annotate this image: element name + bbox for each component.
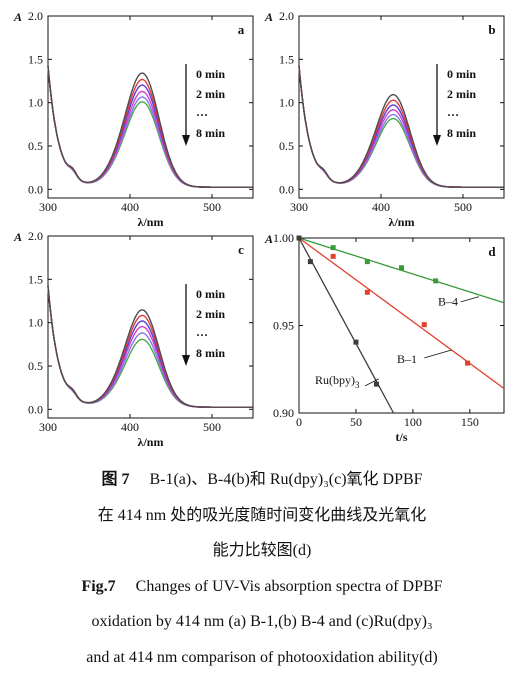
legend-label: 8 min [196, 126, 225, 140]
x-tick-label: 400 [372, 200, 390, 214]
y-tick-label: 0.0 [28, 182, 43, 196]
y-tick-label: 1.0 [28, 96, 43, 110]
legend-label: 0 min [447, 67, 476, 81]
x-tick-label: 300 [39, 200, 57, 214]
legend-label: 8 min [447, 126, 476, 140]
x-axis-label: t/s [396, 430, 408, 444]
label-pointer [424, 349, 452, 359]
y-tick-label: 1.5 [28, 52, 43, 66]
data-point [330, 253, 336, 259]
data-point [307, 259, 313, 265]
x-tick-label: 400 [121, 200, 139, 214]
time-arrowhead [182, 135, 190, 146]
data-point [364, 289, 370, 295]
y-tick-label: 0.5 [28, 139, 43, 153]
series-label: Ru(bpy)3 [315, 373, 360, 390]
legend-label: 8 min [196, 346, 225, 360]
caption-cn-line1: B-1(a)、B-4(b)和 Ru(dpy)₃(c)氧化 DPBF [149, 471, 423, 488]
y-axis-label: A [13, 230, 22, 244]
y-axis-label: A [264, 10, 273, 24]
data-point [364, 259, 370, 265]
caption: 图 7 B-1(a)、B-4(b)和 Ru(dpy)₃(c)氧化 DPBF 在 … [0, 452, 524, 675]
x-tick-label: 50 [350, 415, 362, 429]
x-tick-label: 100 [404, 415, 422, 429]
y-axis-label: A [13, 10, 22, 24]
legend-label: 2 min [196, 87, 225, 101]
y-tick-label: 0.0 [28, 402, 43, 416]
label-pointer [364, 378, 379, 387]
caption-en-line1: Changes of UV-Vis absorption spectra of … [135, 578, 443, 595]
y-tick-label: 0.5 [279, 139, 294, 153]
data-point [330, 245, 336, 251]
caption-en-line2: oxidation by 414 nm (a) B-1,(b) B-4 and … [91, 613, 433, 630]
caption-cn-line3: 能力比较图(d) [212, 542, 312, 559]
y-tick-label: 0.0 [279, 182, 294, 196]
panel-letter: b [488, 22, 495, 37]
panel-letter: c [238, 242, 244, 257]
legend-label: … [196, 325, 208, 339]
x-tick-label: 400 [121, 420, 139, 434]
plot-frame [298, 15, 505, 199]
y-tick-label: 2.0 [28, 229, 43, 243]
x-axis-label: λ/nm [389, 215, 415, 229]
x-axis-label: λ/nm [138, 435, 164, 448]
spectrum-line [47, 285, 253, 408]
legend-label: 2 min [447, 87, 476, 101]
data-point [433, 278, 439, 284]
legend-label: 0 min [196, 287, 225, 301]
x-tick-label: 0 [296, 415, 302, 429]
legend-label: … [196, 105, 208, 119]
y-tick-label: 0.5 [28, 359, 43, 373]
fit-line [298, 237, 505, 304]
y-tick-label: 1.5 [279, 52, 294, 66]
spectrum-line [47, 65, 253, 188]
x-tick-label: 500 [203, 420, 221, 434]
label-pointer [460, 296, 480, 303]
caption-cn-label: 图 7 [101, 471, 130, 488]
time-arrowhead [433, 135, 441, 146]
y-tick-label: 1.5 [28, 272, 43, 286]
chart-panel-c: 300 400 500 0.0 0.5 1.0 1.5 2.0 Aλ/nm c 0 min 2 min… [13, 229, 254, 448]
caption-en-line3: and at 414 nm comparison of photooxidati… [86, 649, 438, 666]
caption-en-label: Fig.7 [81, 578, 116, 595]
time-arrowhead [182, 355, 190, 366]
x-tick-label: 300 [39, 420, 57, 434]
plot-frame [47, 235, 254, 419]
y-tick-label: 1.00 [273, 231, 294, 245]
data-point [465, 360, 471, 366]
y-tick-label: 2.0 [28, 9, 43, 23]
y-tick-label: 0.95 [273, 319, 294, 333]
legend-label: 0 min [196, 67, 225, 81]
caption-cn-line2: 在 414 nm 处的吸光度随时间变化曲线及光氧化 [97, 507, 427, 524]
chart-panel-b: 300 400 500 0.0 0.5 1.0 1.5 2.0 Aλ/nm b 0 min 2 min… [264, 9, 505, 229]
panel-letter: a [238, 22, 245, 37]
y-tick-label: 1.0 [279, 96, 294, 110]
data-point [373, 381, 379, 387]
chart-panel-a: 300 400 500 0.0 0.5 1.0 1.5 2.0 Aλ/nm a 0 min 2 min… [13, 9, 254, 229]
data-point [296, 235, 302, 241]
x-tick-label: 500 [454, 200, 472, 214]
x-tick-label: 150 [461, 415, 479, 429]
data-point [353, 339, 359, 345]
legend-label: … [447, 105, 459, 119]
series-label: B–4 [438, 294, 458, 308]
spectrum-line [298, 65, 504, 188]
data-point [421, 322, 427, 328]
panel-letter: d [488, 244, 496, 259]
y-axis-label: A [264, 232, 273, 246]
y-tick-label: 1.0 [28, 316, 43, 330]
x-tick-label: 500 [203, 200, 221, 214]
y-tick-label: 2.0 [279, 9, 294, 23]
data-point [399, 265, 404, 271]
y-tick-label: 0.90 [273, 406, 294, 420]
series-label: B–1 [397, 352, 417, 366]
legend-label: 2 min [196, 307, 225, 321]
x-tick-label: 300 [290, 200, 308, 214]
x-axis-label: λ/nm [138, 215, 164, 229]
plot-frame [47, 15, 254, 199]
